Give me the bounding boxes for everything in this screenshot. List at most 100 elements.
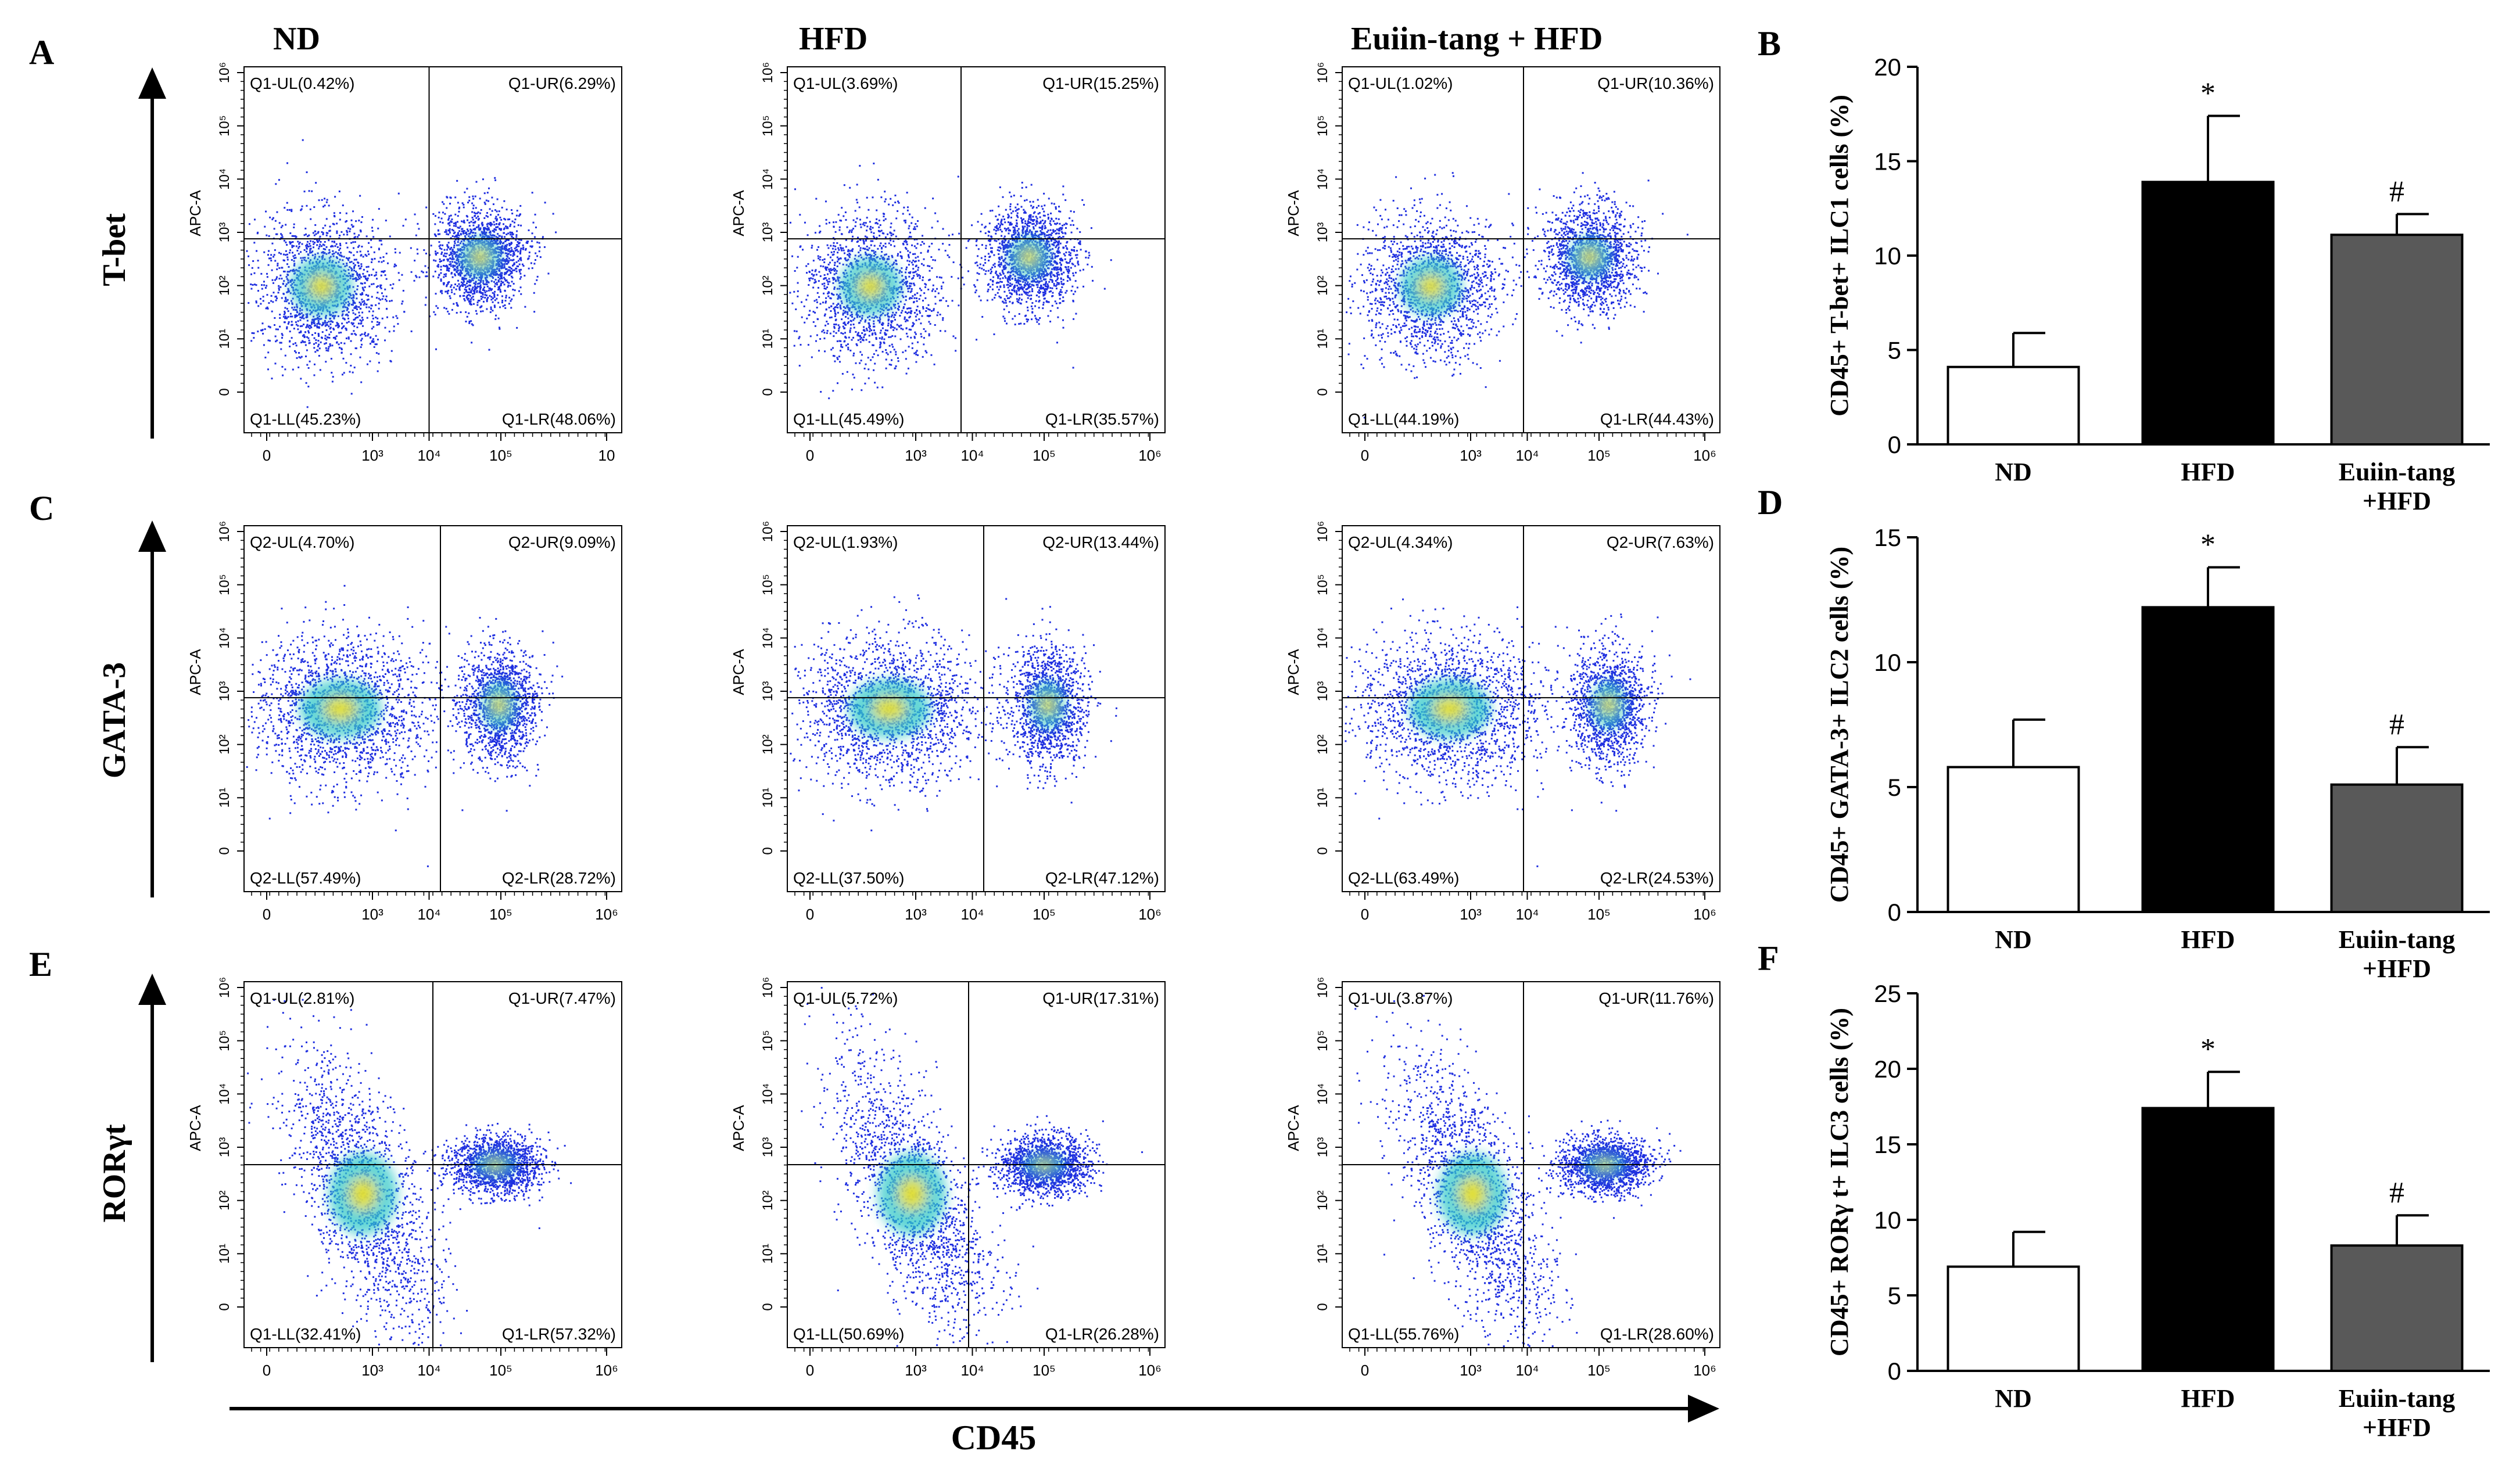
- flow-dot: [358, 306, 360, 308]
- flow-dot: [482, 300, 485, 303]
- flow-dot: [353, 318, 355, 321]
- flow-dot: [281, 337, 283, 339]
- flow-dot: [854, 258, 856, 260]
- flow-dot: [478, 300, 481, 302]
- flow-dot: [511, 271, 513, 273]
- flow-dot: [939, 299, 941, 301]
- flow-dot: [414, 213, 416, 216]
- flow-dot: [467, 239, 469, 241]
- flow-dot: [289, 345, 291, 347]
- flow-dot: [338, 261, 340, 263]
- flow-dot: [499, 241, 501, 243]
- flow-dot: [336, 232, 338, 234]
- flow-dot: [491, 288, 493, 290]
- flow-dot: [501, 282, 504, 284]
- flow-dot: [377, 317, 379, 319]
- flow-dot: [453, 269, 456, 271]
- flow-dot: [864, 235, 866, 238]
- flow-dot: [372, 218, 374, 221]
- flow-dot: [863, 242, 865, 245]
- flow-dot: [852, 324, 855, 326]
- flow-dot: [947, 254, 949, 256]
- flow-dot: [321, 331, 324, 333]
- flow-dot: [440, 268, 442, 271]
- flow-dot: [450, 253, 452, 256]
- flow-dot: [491, 223, 493, 225]
- flow-dot: [947, 305, 949, 307]
- flow-dot: [377, 339, 379, 341]
- flow-dot: [834, 306, 837, 308]
- flow-dot: [886, 329, 888, 332]
- flow-dot: [296, 305, 298, 307]
- flow-dot: [851, 240, 853, 242]
- flow-dot: [369, 343, 371, 345]
- flow-dot: [462, 295, 464, 297]
- flow-dot: [343, 318, 346, 320]
- flow-dot: [795, 330, 798, 332]
- flow-dot: [255, 284, 257, 286]
- flow-dot: [347, 259, 350, 261]
- flow-dot: [306, 204, 308, 207]
- flow-dot: [459, 250, 461, 252]
- flow-dot: [851, 239, 854, 241]
- flow-dot: [458, 254, 460, 256]
- flow-dot: [375, 335, 377, 337]
- flow-dot: [905, 268, 908, 271]
- flow-dot: [867, 316, 869, 318]
- flow-dot: [375, 352, 378, 354]
- flow-dot: [507, 239, 510, 241]
- flow-dot: [370, 246, 372, 249]
- flow-dot: [927, 249, 929, 252]
- flow-dot: [345, 327, 347, 329]
- flow-dot: [479, 290, 481, 293]
- flow-dot: [475, 217, 478, 219]
- flow-dot: [435, 260, 437, 262]
- flow-dot: [510, 254, 512, 256]
- flow-dot: [476, 313, 478, 315]
- flow-dot: [859, 223, 862, 225]
- flow-dot: [519, 258, 521, 260]
- flow-dot: [838, 295, 840, 297]
- flow-dot: [827, 254, 829, 256]
- flow-dot: [306, 336, 309, 338]
- flow-dot: [509, 267, 511, 269]
- flow-dot: [913, 337, 916, 339]
- flow-dot: [301, 243, 303, 245]
- flow-dot: [281, 334, 284, 336]
- flow-dot: [834, 313, 837, 315]
- flow-dot: [951, 300, 953, 302]
- flow-dot: [832, 237, 834, 239]
- flow-dot: [865, 363, 867, 365]
- flow-dot: [282, 270, 285, 272]
- flow-dot: [328, 325, 330, 328]
- flow-dot: [863, 326, 865, 328]
- flow-dot: [295, 309, 297, 311]
- flow-dot: [489, 208, 491, 210]
- flow-dot: [836, 256, 838, 258]
- flow-dot: [459, 225, 461, 228]
- flow-dot: [280, 226, 282, 228]
- flow-dot: [511, 231, 513, 234]
- flow-dot: [504, 307, 507, 309]
- flow-dot: [438, 241, 440, 243]
- flow-dot: [815, 197, 818, 200]
- flow-dot: [839, 306, 841, 308]
- flow-dot: [827, 323, 829, 325]
- flow-dot: [893, 349, 895, 351]
- flow-dot: [451, 218, 453, 221]
- flow-dot: [856, 314, 859, 317]
- flow-dot: [418, 228, 420, 230]
- flow-dot: [491, 210, 493, 212]
- flow-dot: [364, 275, 367, 278]
- flow-dot: [433, 233, 436, 235]
- flow-dot: [927, 250, 929, 253]
- flow-dot: [520, 259, 522, 261]
- flow-dot: [305, 313, 307, 315]
- flow-dot: [478, 226, 480, 228]
- flow-dot: [845, 264, 848, 266]
- flow-dot: [336, 246, 339, 248]
- flow-dot: [335, 256, 338, 258]
- flow-dot: [386, 316, 388, 318]
- flow-dot: [286, 271, 289, 273]
- flow-dot: [842, 314, 844, 316]
